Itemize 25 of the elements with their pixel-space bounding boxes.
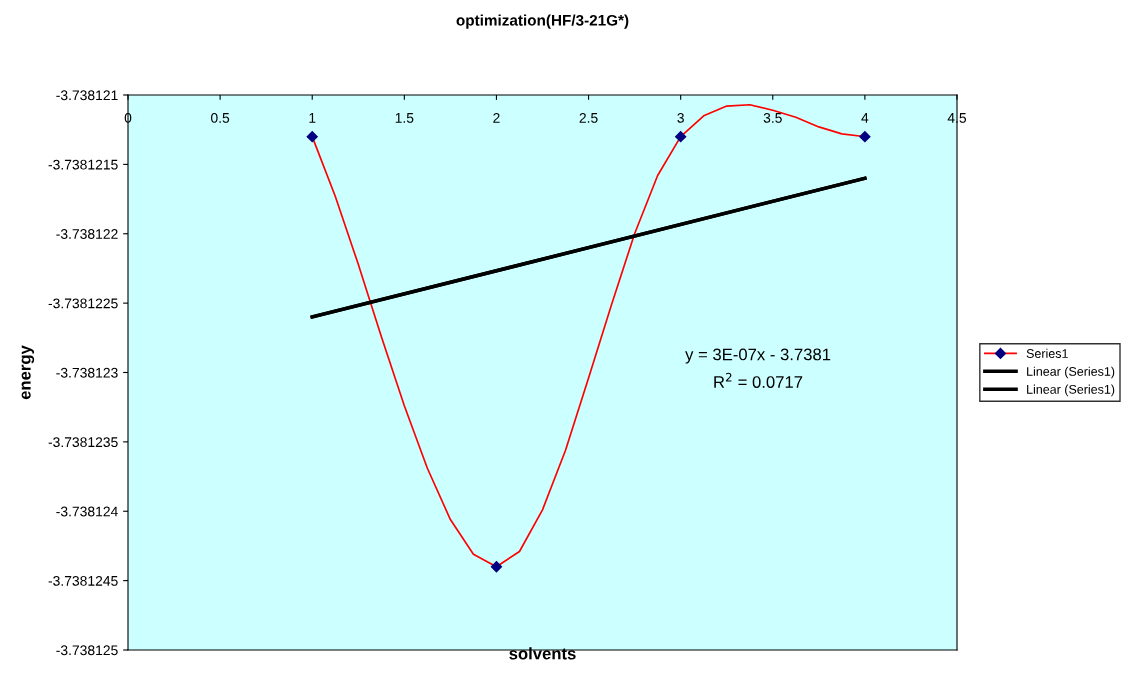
y-tick-label: -3.738122 [56, 229, 118, 239]
legend-label: Linear (Series1) [1027, 366, 1115, 379]
x-tick-label: 3.5 [763, 112, 782, 123]
y-axis-title: energy [21, 345, 35, 400]
y-tick-label: -3.738121 [56, 90, 118, 101]
y-tick-label: -3.738125 [56, 645, 118, 656]
y-tick-label: -3.7381245 [48, 575, 118, 586]
annotation: R$^{2}$ = 0.0717 [714, 372, 803, 388]
chart-title: optimization(HF/3-21G*) [456, 14, 629, 29]
x-tick-label: 0.5 [211, 112, 230, 123]
annotation: y = 3E-07x - 3.7381 [685, 348, 831, 364]
x-tick-label: 1 [309, 113, 316, 123]
legend-label: Series1 [1026, 348, 1068, 358]
y-tick-label: -3.738124 [56, 506, 118, 517]
legend-label: Linear (Series1) [1027, 384, 1115, 397]
x-tick-label: 4 [861, 113, 869, 123]
y-tick-label: -3.7381215 [48, 159, 118, 170]
x-tick-label: 2.5 [579, 112, 598, 123]
x-axis-title: solvents [509, 647, 576, 660]
x-tick-label: 3 [677, 112, 684, 123]
y-tick-label: -3.738123 [56, 367, 118, 378]
y-tick-label: -3.7381225 [48, 298, 118, 309]
x-tick-label: 1.5 [395, 113, 414, 123]
y-tick-label: -3.7381235 [48, 437, 118, 448]
x-tick-label: 2 [493, 112, 500, 123]
